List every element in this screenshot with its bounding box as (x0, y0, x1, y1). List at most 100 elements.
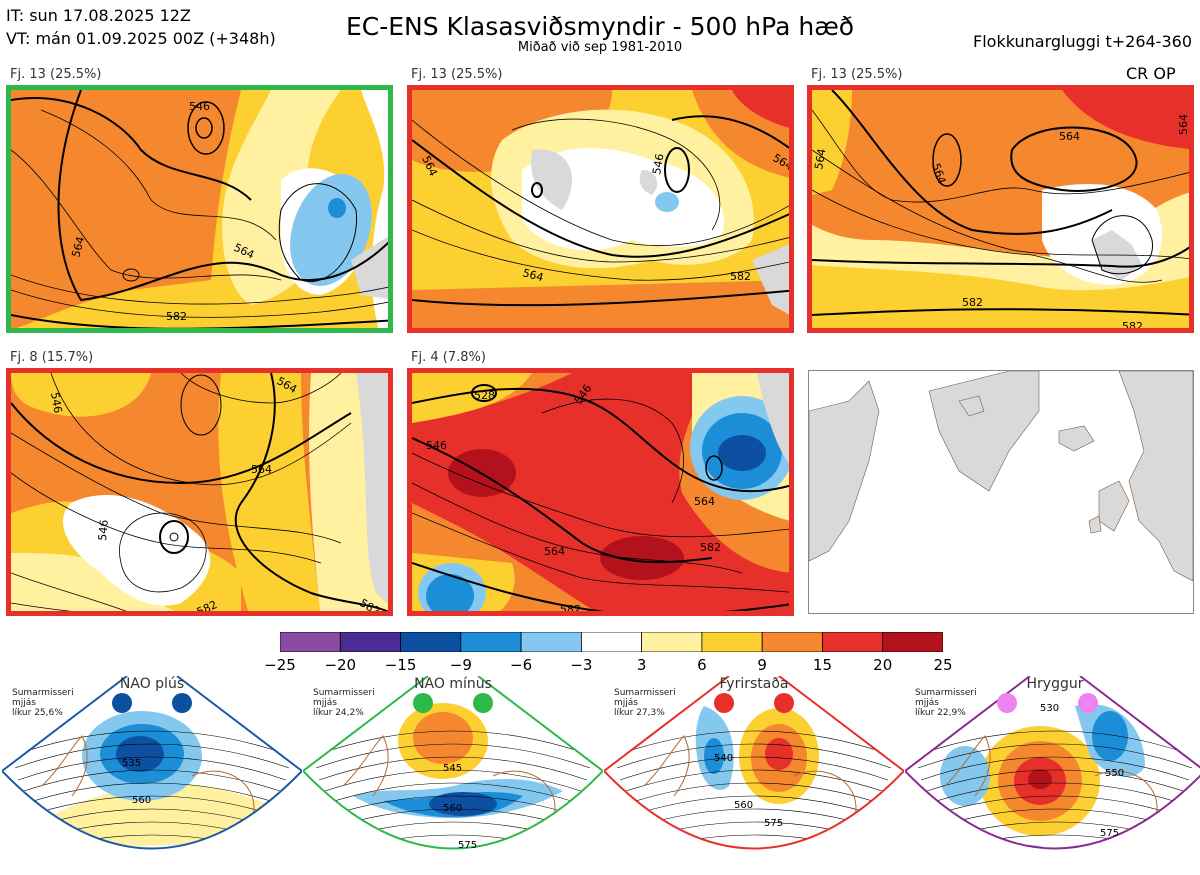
contour-label: 564 (251, 463, 272, 476)
contour-label: 582 (316, 326, 337, 333)
regime-info-line: Sumarmisseri (313, 688, 375, 698)
regime-info-line: líkur 25,6% (12, 708, 63, 718)
contour-label: 564 (521, 266, 545, 284)
regime-dot (172, 693, 192, 713)
colorbar-tick-label: −6 (510, 656, 533, 674)
regime-dot (413, 693, 433, 713)
colorbar-tick-label: −25 (264, 656, 296, 674)
regime-name: NAO mínus (414, 676, 492, 692)
contour-label: 564 (544, 545, 565, 558)
contour-label: 582 (1122, 320, 1143, 333)
regime-info: Sumarmisseri mjjás líkur 24,2% (313, 688, 375, 718)
regime-info-line: Sumarmisseri (614, 688, 676, 698)
regime-contour-label: 575 (764, 818, 783, 829)
panel-5-label: Fj. 4 (7.8%) (411, 350, 486, 365)
regime-info: Sumarmisseri mjjás líkur 22,9% (915, 688, 977, 718)
colorbar-tick-label: 6 (697, 656, 707, 674)
regime-info-line: Sumarmisseri (12, 688, 74, 698)
regime-contour-label: 540 (714, 753, 733, 764)
colorbar-swatch (460, 632, 522, 652)
regime-map-2: 545 560 575 (302, 675, 605, 871)
contour-label: 582 (560, 603, 581, 616)
regime-info-line: líkur 24,2% (313, 708, 364, 718)
colorbar-tick-label: 15 (812, 656, 832, 674)
panel-4-label: Fj. 8 (15.7%) (10, 350, 94, 365)
regime-contour-label: 560 (443, 803, 462, 814)
colorbar-swatch (580, 632, 643, 652)
contour-label: 546 (426, 439, 447, 452)
regime-info-line: mjjás (313, 698, 337, 708)
regime-map-3: 540 560 575 (603, 675, 906, 871)
colorbar-swatch (882, 632, 943, 652)
contour-label: 546 (189, 100, 210, 113)
colorbar-tick-label: −9 (449, 656, 472, 674)
contour-label: 528 (474, 389, 495, 402)
colorbar (280, 632, 943, 652)
colorbar-tick-label: −15 (384, 656, 417, 674)
contour-label: 582 (166, 310, 187, 323)
contour-label: 582 (582, 326, 603, 333)
colorbar-swatch (641, 632, 703, 652)
regime-name: NAO plús (119, 676, 185, 692)
regime-contour-label: 530 (1040, 703, 1059, 714)
regime-info: Sumarmisseri mjjás líkur 27,3% (614, 688, 676, 718)
classification-window: Flokkunargluggi t+264-360 (973, 32, 1192, 51)
cluster-panel-1: 546 564 564 582 582 (6, 85, 393, 333)
cluster-panel-4: 546 564 564 546 582 582 (6, 368, 393, 616)
cluster-panel-3: 564 564 564 564 582 582 (807, 85, 1194, 333)
regime-info-line: líkur 27,3% (614, 708, 665, 718)
regime-contour-label: 560 (734, 800, 753, 811)
regime-info-line: mjjás (915, 698, 939, 708)
regime-dot (1078, 693, 1098, 713)
basemap-panel (808, 370, 1194, 614)
regime-name: Fyrirstaða (719, 676, 789, 692)
regime-dot (997, 693, 1017, 713)
regime-contour-label: 535 (122, 758, 141, 769)
regime-info-line: mjjás (614, 698, 638, 708)
chart-subtitle: Miðað við sep 1981-2010 (517, 40, 683, 55)
init-time: IT: sun 17.08.2025 12Z (6, 6, 191, 25)
cluster-panel-2: 564 564 546 564 582 582 (407, 85, 794, 333)
panel-2-label: Fj. 13 (25.5%) (411, 67, 503, 82)
regime-map-1: 535 560 (1, 675, 304, 871)
contour-label: 564 (694, 495, 715, 508)
colorbar-swatch (280, 632, 341, 652)
contour-label: 546 (650, 153, 666, 176)
colorbar-swatch (400, 632, 462, 652)
colorbar-swatch (761, 632, 823, 652)
regime-map-4: 530 550 575 (904, 675, 1200, 871)
contour-label: 582 (962, 296, 983, 309)
contour-label: 582 (730, 270, 751, 283)
regime-contour-label: 550 (1105, 768, 1124, 779)
colorbar-swatch (822, 632, 884, 652)
regime-info: Sumarmisseri mjjás líkur 25,6% (12, 688, 74, 718)
cluster-panel-5: 528 546 546 564 564 582 582 (407, 368, 794, 616)
regime-info-line: mjjás (12, 698, 36, 708)
colorbar-swatch (701, 632, 763, 652)
regime-contour-label: 545 (443, 763, 462, 774)
regime-dot (774, 693, 794, 713)
regime-contour-label: 575 (458, 840, 477, 851)
colorbar-tick-label: 3 (636, 656, 647, 674)
regime-dot (714, 693, 734, 713)
crop-label: CR OP (1126, 64, 1176, 83)
panel-3-label: Fj. 13 (25.5%) (811, 67, 903, 82)
colorbar-tick-label: 9 (757, 656, 767, 674)
contour-label: 546 (96, 519, 111, 541)
colorbar-tick-label: −3 (570, 656, 593, 674)
contour-label: 564 (69, 235, 87, 259)
regime-name: Hryggur (1026, 676, 1084, 692)
regime-info-line: líkur 22,9% (915, 708, 966, 718)
colorbar-tick-label: 25 (933, 656, 953, 674)
contour-label: 546 (48, 391, 64, 414)
colorbar-tick-label: −20 (324, 656, 357, 674)
regime-contour-label: 560 (132, 795, 151, 806)
regime-dot (112, 693, 132, 713)
colorbar-swatch (339, 632, 401, 652)
contour-label: 564 (812, 148, 828, 171)
contour-label: 564 (1177, 114, 1190, 135)
contour-label: 564 (1059, 130, 1080, 143)
colorbar-swatch (520, 632, 582, 652)
panel-1-label: Fj. 13 (25.5%) (10, 67, 102, 82)
valid-time: VT: mán 01.09.2025 00Z (+348h) (6, 29, 276, 48)
